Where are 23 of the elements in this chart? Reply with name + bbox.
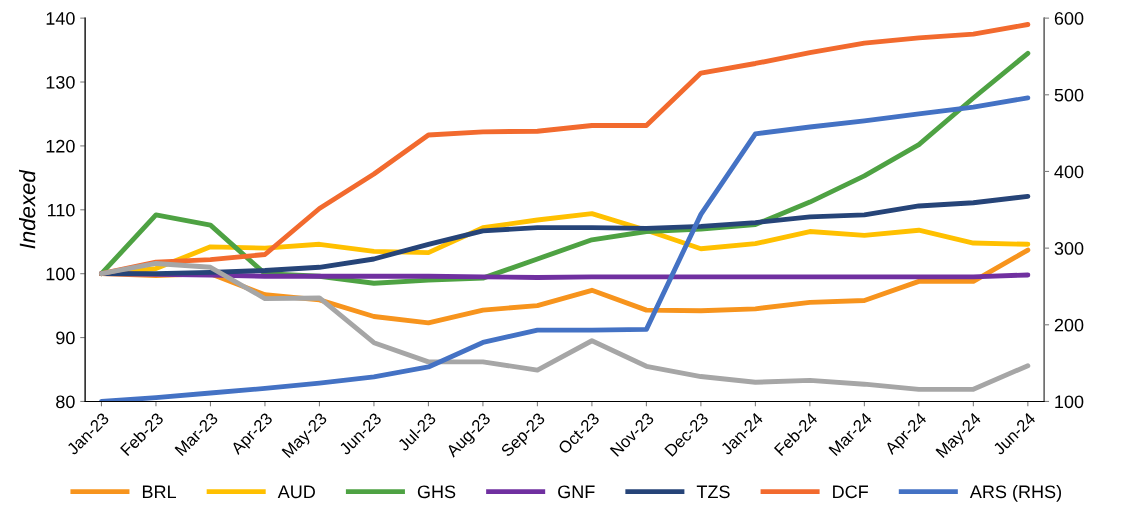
y-tick-label: 110 (47, 203, 75, 217)
y-tick-label: 100 (46, 267, 75, 281)
y2-tick-label: 600 (1054, 12, 1084, 25)
y2-tick-label: 400 (1054, 165, 1084, 179)
y-tick-label: 90 (56, 331, 75, 345)
legend-label: BRL (142, 485, 177, 498)
legend-label: GNF (558, 485, 595, 499)
y2-tick-label: 200 (1054, 318, 1084, 332)
y-tick-label: 120 (46, 139, 75, 153)
line-series (99, 261, 1031, 392)
legend-label: ARS (RHS) (969, 484, 1062, 502)
legend-label: DCF (833, 485, 869, 499)
legend-label: GHS (417, 485, 456, 499)
y2-tick-label: 100 (1055, 395, 1084, 409)
legend-label: AUD (277, 485, 315, 499)
legend-label: TZS (696, 485, 730, 499)
y-axis-title: Indexed (19, 169, 36, 249)
y-tick-label: 140 (46, 12, 75, 25)
y-tick-label: 80 (56, 395, 75, 409)
y2-tick-label: 500 (1054, 88, 1084, 102)
line-series (99, 95, 1031, 402)
y-tick-label: 130 (46, 75, 75, 89)
y2-tick-label: 300 (1054, 242, 1084, 255)
